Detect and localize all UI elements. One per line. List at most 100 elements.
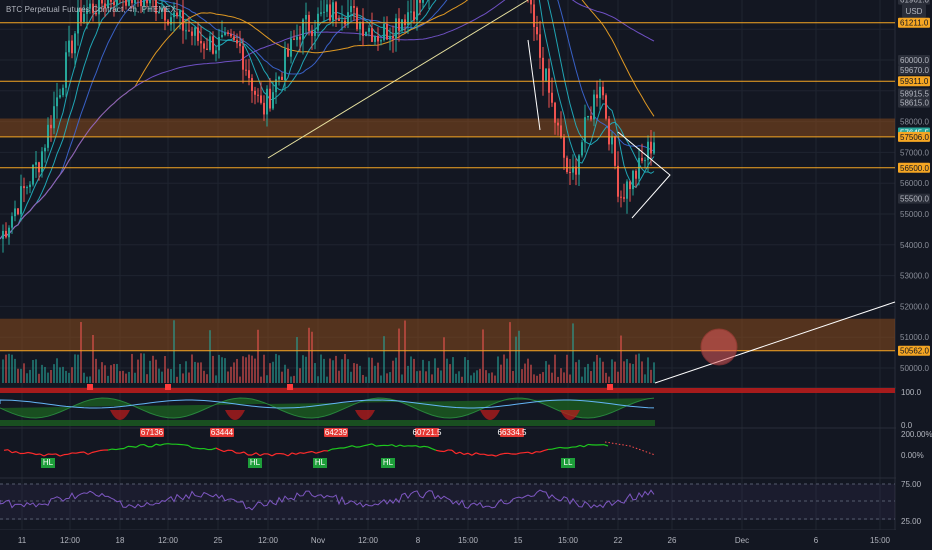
pct-line [467, 452, 473, 456]
candle-body [83, 13, 85, 22]
volume-bar [188, 372, 190, 383]
price-label: 56000.0 [900, 179, 929, 188]
volume-bar [293, 375, 295, 383]
volume-bar [215, 375, 217, 383]
candle-body [272, 92, 274, 109]
volume-bar [65, 370, 67, 383]
pct-line [471, 452, 477, 456]
pct-line [531, 451, 537, 455]
pct-line [151, 443, 157, 448]
osc-trough [560, 410, 580, 420]
candle-body [563, 137, 565, 158]
pct-line [551, 447, 557, 450]
symbol-title[interactable]: BTC Perpetual Futures Contract, 4h, PHEM… [6, 5, 177, 14]
volume-bar [479, 368, 481, 383]
volume-bar [563, 372, 565, 383]
volume-bar [431, 374, 433, 383]
osc-marker [607, 384, 613, 390]
volume-bar [212, 355, 214, 383]
pct-line [543, 448, 549, 452]
buy-tag-box [561, 458, 575, 468]
pct-line [299, 452, 305, 454]
pct-line [11, 451, 17, 454]
candle-body [95, 12, 97, 15]
volume-bar [140, 353, 142, 383]
candle-body [410, 11, 412, 13]
candle-body [395, 18, 397, 39]
volume-bar [20, 368, 22, 383]
candle-body [200, 41, 202, 44]
pct-line [167, 443, 173, 445]
volume-bar [311, 331, 313, 383]
candle-body [203, 43, 205, 49]
volume-bar [197, 362, 199, 383]
volume-bar [110, 365, 112, 383]
volume-bar [248, 354, 250, 383]
volume-bar [449, 364, 451, 383]
volume-bar [158, 368, 160, 383]
moving-average-line [0, 0, 655, 240]
osc-band [0, 388, 895, 393]
drawings [267, 0, 896, 384]
volume-bar [317, 376, 319, 383]
volume-bar [272, 361, 274, 383]
candle-body [413, 11, 415, 21]
moving-average-line [0, 0, 655, 240]
candle-body [416, 0, 418, 21]
volume-bar [266, 375, 268, 383]
volume-bar [26, 373, 28, 383]
pct-line [363, 444, 369, 447]
volume-bar [407, 365, 409, 383]
volume-bar [338, 370, 340, 383]
candle-body [242, 46, 244, 70]
candle-body [173, 12, 175, 18]
pct-line [67, 452, 73, 455]
pct-line [7, 449, 13, 454]
candle-body [101, 0, 103, 4]
candle-body [230, 33, 232, 37]
volume-bar [41, 364, 43, 383]
price-label: 55500.0 [900, 195, 929, 204]
volume-bar [125, 373, 127, 383]
volume-bar [335, 355, 337, 383]
volume-bar [455, 373, 457, 383]
pane-axis-label: 0.00% [901, 451, 924, 460]
volume-bars [2, 320, 655, 383]
volume-bar [320, 354, 322, 383]
volume-bar [437, 367, 439, 383]
volume-bar [458, 371, 460, 383]
candle-body [206, 48, 208, 50]
time-label: 12:00 [60, 536, 81, 545]
volume-bar [530, 364, 532, 383]
volume-bar [179, 363, 181, 383]
pct-line [559, 446, 565, 449]
volume-bar [116, 363, 118, 383]
pct-line [35, 453, 41, 456]
candle-body [194, 27, 196, 36]
currency-box [902, 4, 926, 18]
candle-body [161, 7, 163, 12]
candle-body [368, 28, 370, 32]
pct-line [291, 452, 297, 455]
candle-body [542, 57, 544, 81]
volume-bar [575, 362, 577, 383]
volume-bar [74, 354, 76, 383]
volume-bar [428, 361, 430, 383]
volume-bar [218, 354, 220, 383]
candle-body [239, 43, 241, 47]
candle-body [71, 40, 73, 54]
volume-bar [614, 361, 616, 383]
volume-bar [365, 376, 367, 383]
moving-average-line [0, 0, 655, 240]
candle-body [233, 36, 235, 40]
volume-bar [251, 355, 253, 383]
candle-body [536, 26, 538, 35]
candle-body [581, 142, 583, 156]
supply-zone [0, 318, 895, 351]
pct-line [23, 451, 29, 455]
candle-body [578, 155, 580, 175]
candle-body [626, 181, 628, 199]
pct-line [515, 452, 521, 455]
volume-bar [518, 330, 520, 383]
